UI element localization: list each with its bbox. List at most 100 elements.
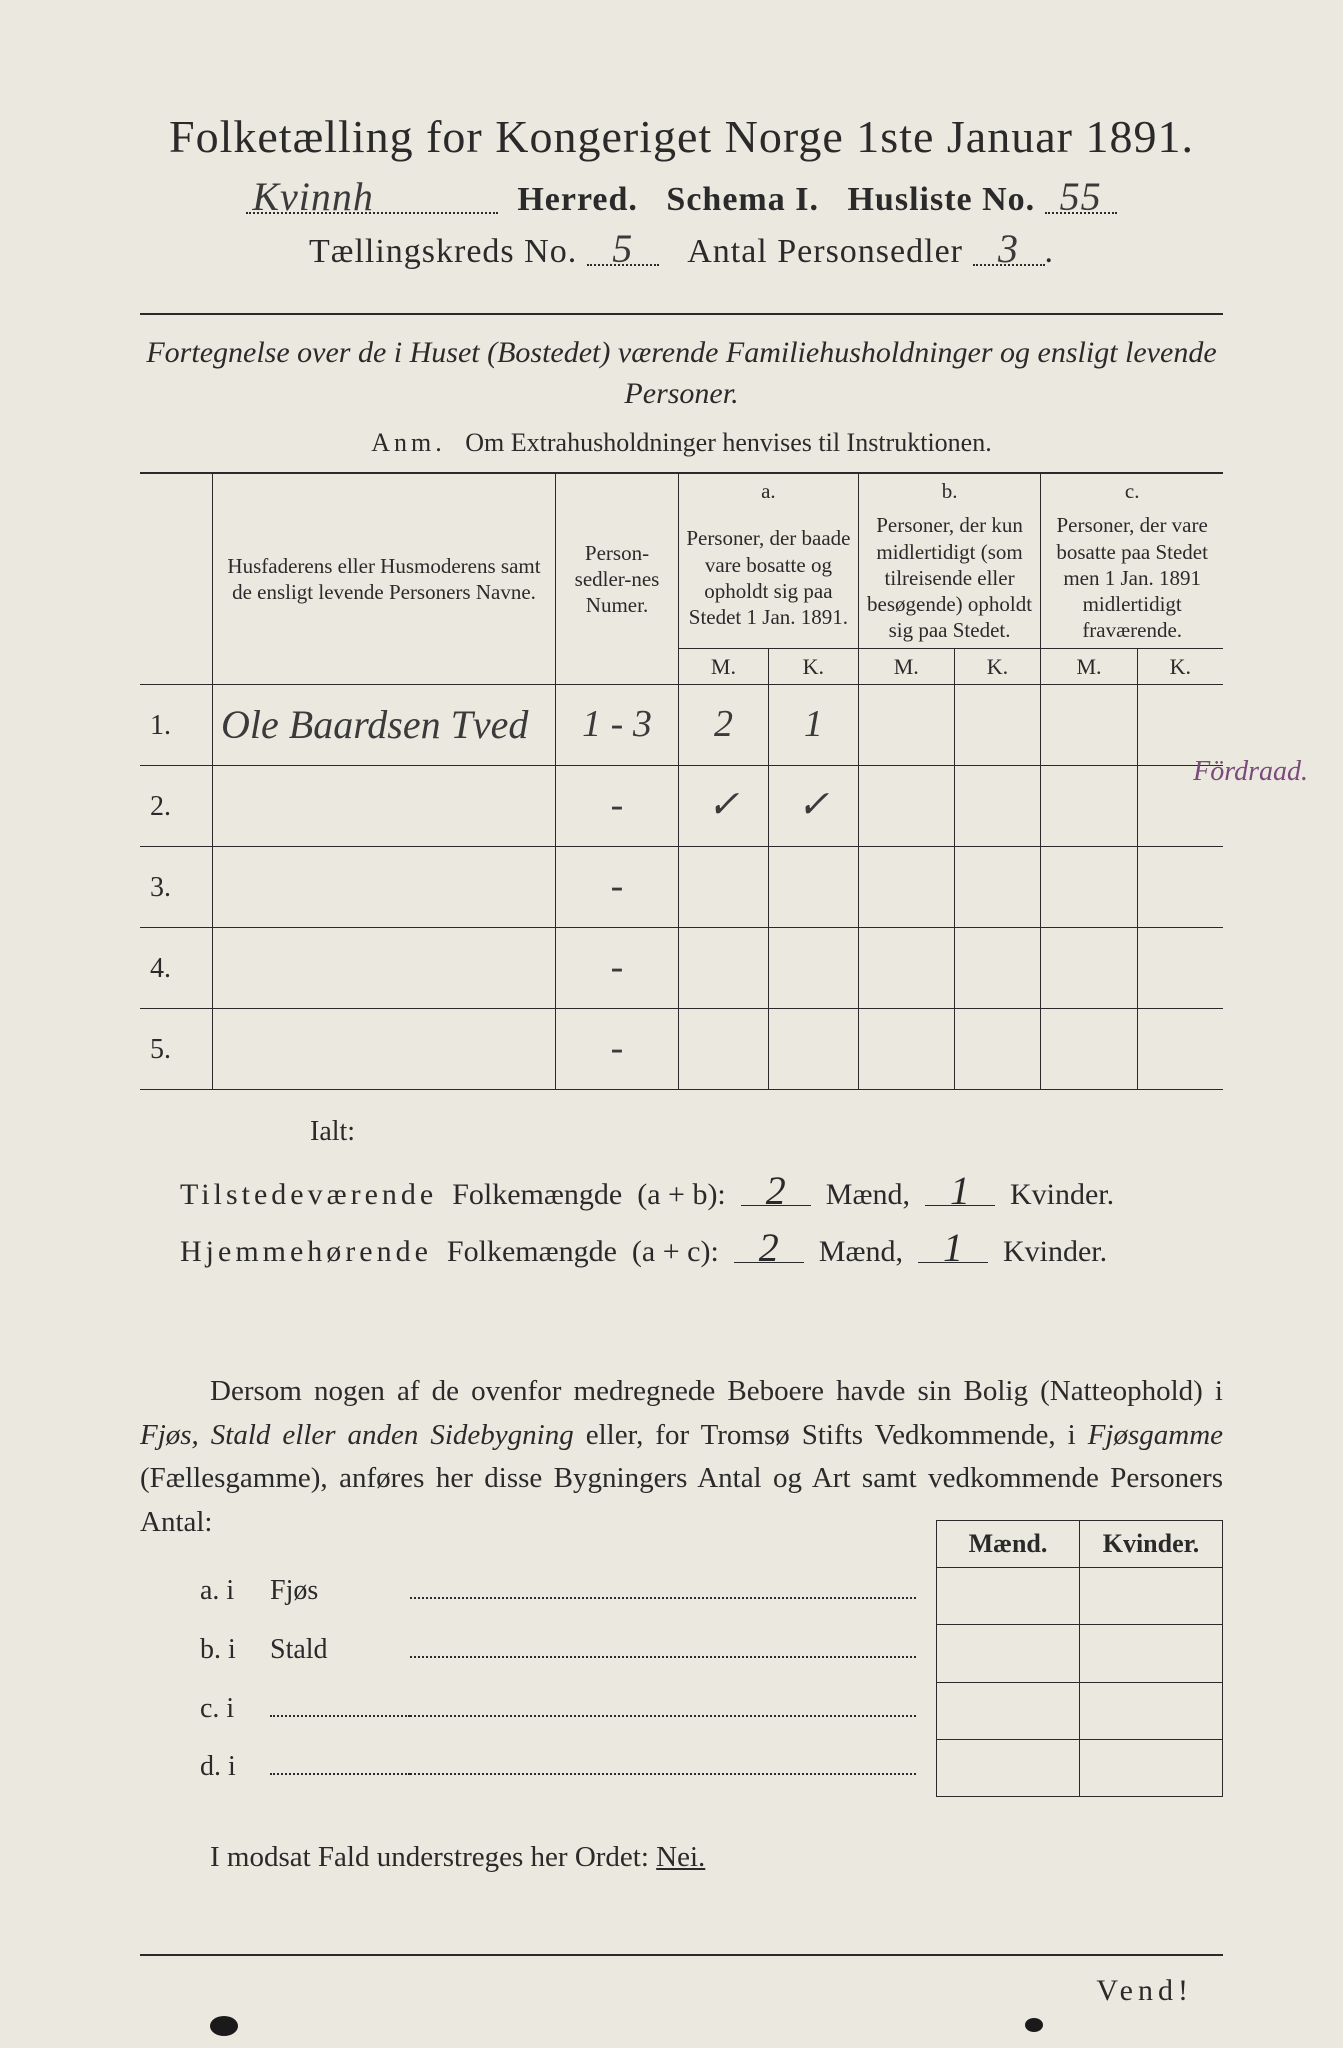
ink-blot-icon bbox=[1025, 2018, 1043, 2032]
vend-label: Vend! bbox=[140, 1974, 1223, 2008]
row-b-k bbox=[954, 847, 1041, 928]
row-num: - bbox=[556, 847, 679, 928]
row-num: - bbox=[556, 1009, 679, 1090]
row-number: 1. bbox=[140, 685, 213, 766]
row-c-k bbox=[1137, 847, 1223, 928]
building-row-c: c. i bbox=[200, 1680, 936, 1739]
row-a-m: ✓ bbox=[679, 766, 769, 847]
col-b-top: b. bbox=[858, 473, 1041, 508]
row-c-k bbox=[1137, 928, 1223, 1009]
row-b-m bbox=[858, 928, 954, 1009]
margin-note: Fördraad. bbox=[1193, 756, 1308, 788]
kreds-label: Tællingskreds No. bbox=[309, 233, 577, 270]
table-row: 1.Ole Baardsen Tved1 - 321 bbox=[140, 685, 1223, 766]
header-line-2: Kvinnh Herred. Schema I. Husliste No. 55 bbox=[140, 181, 1223, 219]
mk-b-k bbox=[1080, 1625, 1223, 1682]
tilstede-maend: 2 bbox=[741, 1177, 811, 1206]
building-row-a: a. iFjøs bbox=[200, 1562, 936, 1621]
subtitle: Fortegnelse over de i Huset (Bostedet) v… bbox=[140, 333, 1223, 414]
census-form-page: Folketælling for Kongeriget Norge 1ste J… bbox=[0, 0, 1343, 2048]
main-table: Husfaderens eller Husmoderens samt de en… bbox=[140, 472, 1223, 1090]
totals-tilstede: Tilstedeværende Folkemængde (a + b): 2 M… bbox=[180, 1166, 1223, 1223]
row-number: 4. bbox=[140, 928, 213, 1009]
schema-label: Schema I. bbox=[666, 181, 819, 218]
anm-label: Anm. bbox=[371, 428, 446, 457]
row-b-k bbox=[954, 766, 1041, 847]
mk-b-m bbox=[937, 1625, 1080, 1682]
col-a: Personer, der baade vare bosatte og opho… bbox=[679, 508, 859, 648]
building-section: a. iFjøs b. iStald c. i d. i Mænd.Kvinde… bbox=[200, 1562, 1223, 1797]
col-names: Husfaderens eller Husmoderens samt de en… bbox=[213, 473, 556, 685]
col-c-top: c. bbox=[1041, 473, 1223, 508]
col-a-k: K. bbox=[768, 648, 858, 685]
row-a-k bbox=[768, 847, 858, 928]
nei-line: I modsat Fald understreges her Ordet: Ne… bbox=[140, 1841, 1223, 1874]
mk-d-m bbox=[937, 1739, 1080, 1796]
herred-field: Kvinnh bbox=[246, 182, 498, 214]
antal-label: Antal Personsedler bbox=[687, 233, 963, 270]
row-num: - bbox=[556, 928, 679, 1009]
row-b-k bbox=[954, 928, 1041, 1009]
row-num: 1 - 3 bbox=[556, 685, 679, 766]
row-name bbox=[213, 928, 556, 1009]
row-a-m: 2 bbox=[679, 685, 769, 766]
row-a-m bbox=[679, 847, 769, 928]
nei-word: Nei. bbox=[656, 1841, 705, 1873]
building-lines: a. iFjøs b. iStald c. i d. i bbox=[200, 1562, 936, 1797]
row-name bbox=[213, 766, 556, 847]
row-a-m bbox=[679, 928, 769, 1009]
col-b-k: K. bbox=[954, 648, 1041, 685]
page-title: Folketælling for Kongeriget Norge 1ste J… bbox=[140, 110, 1223, 163]
row-c-m bbox=[1041, 766, 1137, 847]
table-row: 2.-✓✓ bbox=[140, 766, 1223, 847]
col-persedler: Person-sedler-nes Numer. bbox=[556, 473, 679, 685]
row-b-m bbox=[858, 847, 954, 928]
row-num: - bbox=[556, 766, 679, 847]
divider bbox=[140, 313, 1223, 315]
mk-table: Mænd.Kvinder. bbox=[936, 1520, 1223, 1797]
row-c-m bbox=[1041, 685, 1137, 766]
building-row-b: b. iStald bbox=[200, 1621, 936, 1680]
row-number: 2. bbox=[140, 766, 213, 847]
paragraph: Dersom nogen af de ovenfor medregnede Be… bbox=[140, 1370, 1223, 1544]
row-name bbox=[213, 1009, 556, 1090]
col-c-m: M. bbox=[1041, 648, 1137, 685]
row-name: Ole Baardsen Tved bbox=[213, 685, 556, 766]
mk-c-m bbox=[937, 1682, 1080, 1739]
row-c-m bbox=[1041, 928, 1137, 1009]
mk-kvinder: Kvinder. bbox=[1080, 1521, 1223, 1568]
husliste-field: 55 bbox=[1045, 182, 1117, 214]
col-a-m: M. bbox=[679, 648, 769, 685]
row-name bbox=[213, 847, 556, 928]
row-a-k: ✓ bbox=[768, 766, 858, 847]
anm-text: Om Extrahusholdninger henvises til Instr… bbox=[465, 428, 991, 457]
ink-blot-icon bbox=[210, 2016, 238, 2036]
row-b-m bbox=[858, 1009, 954, 1090]
ialt-label: Ialt: bbox=[310, 1116, 1223, 1148]
table-row: 3.- bbox=[140, 847, 1223, 928]
col-c-k: K. bbox=[1137, 648, 1223, 685]
col-b-m: M. bbox=[858, 648, 954, 685]
mk-maend: Mænd. bbox=[937, 1521, 1080, 1568]
row-b-m bbox=[858, 685, 954, 766]
antal-field: 3 bbox=[973, 234, 1045, 266]
row-b-m bbox=[858, 766, 954, 847]
table-row: 5. - bbox=[140, 1009, 1223, 1090]
row-a-k bbox=[768, 1009, 858, 1090]
herred-label: Herred. bbox=[517, 181, 638, 218]
building-row-d: d. i bbox=[200, 1738, 936, 1797]
row-c-m bbox=[1041, 1009, 1137, 1090]
mk-a-k bbox=[1080, 1567, 1223, 1624]
row-a-k: 1 bbox=[768, 685, 858, 766]
row-c-k bbox=[1137, 1009, 1223, 1090]
hjemme-kvinder: 1 bbox=[918, 1234, 988, 1263]
row-number: 5. bbox=[140, 1009, 213, 1090]
row-a-m bbox=[679, 1009, 769, 1090]
mk-c-k bbox=[1080, 1682, 1223, 1739]
header-line-3: Tællingskreds No. 5 Antal Personsedler 3… bbox=[140, 233, 1223, 271]
table-row: 4. - bbox=[140, 928, 1223, 1009]
row-b-k bbox=[954, 1009, 1041, 1090]
bottom-divider bbox=[140, 1954, 1223, 1956]
col-a-top: a. bbox=[679, 473, 859, 508]
row-b-k bbox=[954, 685, 1041, 766]
